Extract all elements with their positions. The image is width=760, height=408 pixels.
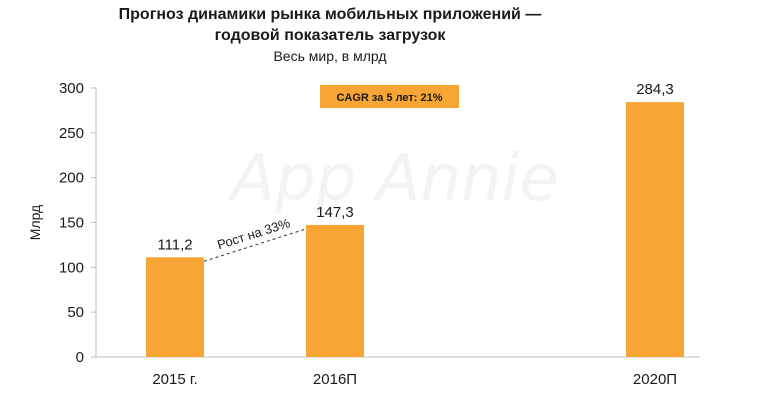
growth-annotation: Рост на 33% bbox=[203, 215, 307, 262]
y-axis: 0 50 100 150 200 250 300 bbox=[59, 80, 97, 366]
bar bbox=[626, 102, 684, 357]
bar-value-label: 147,3 bbox=[316, 204, 354, 221]
bar-value-label: 284,3 bbox=[636, 81, 674, 98]
data-labels: 111,2 147,3 284,3 bbox=[157, 81, 673, 253]
cagr-badge-label: CAGR за 5 лет: 21% bbox=[336, 92, 442, 104]
chart-title-line-1: Прогноз динамики рынка мобильных приложе… bbox=[118, 6, 542, 23]
bars bbox=[146, 102, 684, 357]
y-tick-label: 250 bbox=[59, 125, 84, 142]
y-tick-label: 200 bbox=[59, 170, 84, 187]
chart-title-line-2: годовой показатель загрузок bbox=[214, 27, 446, 44]
y-tick-label: 150 bbox=[59, 215, 84, 232]
y-axis-title: Млрд bbox=[27, 205, 43, 240]
x-category-label: 2016П bbox=[313, 371, 357, 388]
y-tick-label: 300 bbox=[59, 80, 84, 97]
x-axis: 2015 г. 2016П 2020П bbox=[96, 356, 700, 388]
cagr-badge-background bbox=[320, 85, 459, 108]
y-tick-label: 100 bbox=[59, 259, 84, 276]
y-tick-label: 0 bbox=[76, 349, 84, 366]
bar-value-label: 111,2 bbox=[157, 236, 192, 253]
x-category-label: 2020П bbox=[633, 371, 677, 388]
y-tick-label: 50 bbox=[67, 304, 84, 321]
chart-subtitle: Весь мир, в млрд bbox=[273, 48, 387, 64]
cagr-badge: CAGR за 5 лет: 21% bbox=[320, 85, 459, 108]
x-category-label: 2015 г. bbox=[152, 371, 197, 388]
growth-annotation-label: Рост на 33% bbox=[215, 215, 292, 252]
watermark: App Annie bbox=[227, 142, 558, 216]
bar bbox=[146, 257, 204, 357]
chart-title-block: Прогноз динамики рынка мобильных приложе… bbox=[0, 4, 660, 66]
bar bbox=[306, 224, 364, 357]
